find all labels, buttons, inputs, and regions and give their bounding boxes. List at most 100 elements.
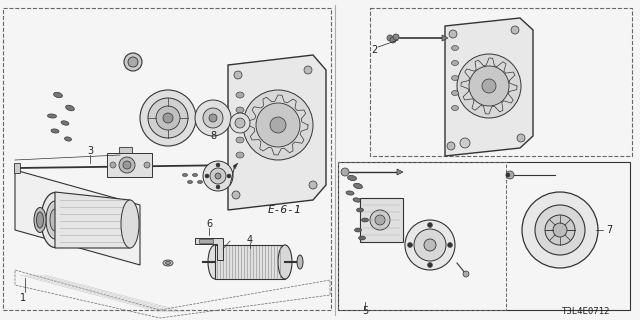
Bar xyxy=(215,245,285,279)
Circle shape xyxy=(110,162,116,168)
Circle shape xyxy=(216,163,220,167)
Circle shape xyxy=(156,106,180,130)
Ellipse shape xyxy=(66,105,74,111)
Ellipse shape xyxy=(65,137,72,141)
Circle shape xyxy=(482,79,496,93)
Text: 2: 2 xyxy=(371,45,377,55)
Circle shape xyxy=(506,171,514,179)
Ellipse shape xyxy=(47,114,56,118)
Text: 8: 8 xyxy=(210,131,216,141)
Circle shape xyxy=(408,243,413,247)
Circle shape xyxy=(124,53,142,71)
Ellipse shape xyxy=(451,91,458,95)
Ellipse shape xyxy=(182,173,188,177)
Text: 4: 4 xyxy=(247,235,253,245)
Circle shape xyxy=(205,174,209,178)
Circle shape xyxy=(227,174,231,178)
Ellipse shape xyxy=(358,236,365,240)
Text: 3: 3 xyxy=(87,146,93,156)
Circle shape xyxy=(243,90,313,160)
Circle shape xyxy=(163,113,173,123)
Circle shape xyxy=(128,57,138,67)
Ellipse shape xyxy=(36,212,44,228)
Circle shape xyxy=(209,114,217,122)
Ellipse shape xyxy=(451,76,458,81)
Circle shape xyxy=(341,168,349,176)
Circle shape xyxy=(522,192,598,268)
Text: E-6-1: E-6-1 xyxy=(268,205,302,215)
Polygon shape xyxy=(195,238,223,260)
Bar xyxy=(338,162,506,310)
Ellipse shape xyxy=(278,245,292,279)
Ellipse shape xyxy=(297,255,303,269)
Ellipse shape xyxy=(451,60,458,66)
Polygon shape xyxy=(107,153,152,177)
Text: 7: 7 xyxy=(606,225,612,235)
Circle shape xyxy=(506,173,510,177)
Polygon shape xyxy=(442,35,448,41)
Ellipse shape xyxy=(198,180,202,183)
Circle shape xyxy=(123,161,131,169)
Text: 5: 5 xyxy=(362,306,368,316)
Circle shape xyxy=(234,71,242,79)
Circle shape xyxy=(216,185,220,189)
Ellipse shape xyxy=(163,260,173,266)
Polygon shape xyxy=(237,163,243,167)
Circle shape xyxy=(447,142,455,150)
Polygon shape xyxy=(233,163,238,169)
Circle shape xyxy=(203,161,233,191)
Circle shape xyxy=(390,37,396,43)
Polygon shape xyxy=(119,147,132,153)
Ellipse shape xyxy=(166,261,170,265)
Ellipse shape xyxy=(355,228,362,232)
Ellipse shape xyxy=(193,173,198,177)
Polygon shape xyxy=(15,170,140,265)
Polygon shape xyxy=(360,198,403,242)
Circle shape xyxy=(144,162,150,168)
Circle shape xyxy=(270,117,286,133)
Ellipse shape xyxy=(51,129,59,133)
Ellipse shape xyxy=(188,180,193,183)
Ellipse shape xyxy=(50,209,60,231)
Circle shape xyxy=(460,138,470,148)
Bar xyxy=(14,163,20,173)
Circle shape xyxy=(428,262,433,268)
Polygon shape xyxy=(55,192,130,248)
Ellipse shape xyxy=(208,245,222,279)
Circle shape xyxy=(256,103,300,147)
Ellipse shape xyxy=(346,191,354,195)
Ellipse shape xyxy=(236,152,244,158)
Ellipse shape xyxy=(236,137,244,143)
Circle shape xyxy=(405,220,455,270)
Ellipse shape xyxy=(362,218,369,222)
Ellipse shape xyxy=(451,45,458,51)
Text: 1: 1 xyxy=(20,293,26,303)
Circle shape xyxy=(203,108,223,128)
Ellipse shape xyxy=(354,183,362,189)
Ellipse shape xyxy=(34,207,46,233)
Circle shape xyxy=(511,26,519,34)
Ellipse shape xyxy=(236,107,244,113)
Text: 6: 6 xyxy=(206,219,212,229)
Circle shape xyxy=(235,118,245,128)
Circle shape xyxy=(375,215,385,225)
Circle shape xyxy=(424,239,436,251)
Ellipse shape xyxy=(348,175,356,180)
Circle shape xyxy=(469,66,509,106)
Circle shape xyxy=(210,168,226,184)
Circle shape xyxy=(304,66,312,74)
Bar xyxy=(199,239,213,243)
Polygon shape xyxy=(397,169,403,175)
Circle shape xyxy=(232,191,240,199)
Circle shape xyxy=(387,35,393,41)
Circle shape xyxy=(535,205,585,255)
Circle shape xyxy=(140,90,196,146)
Circle shape xyxy=(230,113,250,133)
Circle shape xyxy=(517,134,525,142)
Ellipse shape xyxy=(61,121,69,125)
Text: T3L4E0712: T3L4E0712 xyxy=(562,308,610,316)
Ellipse shape xyxy=(236,92,244,98)
Circle shape xyxy=(449,30,457,38)
Ellipse shape xyxy=(353,198,361,202)
Ellipse shape xyxy=(54,92,62,98)
